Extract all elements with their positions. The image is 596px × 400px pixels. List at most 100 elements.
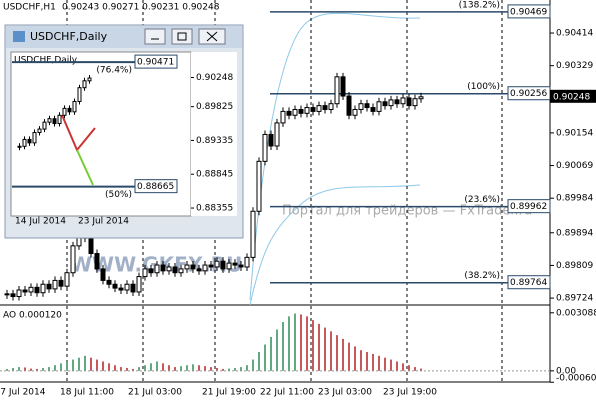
fib-label: (23.6%) (464, 195, 500, 205)
candle (178, 268, 184, 274)
candle (214, 260, 220, 268)
fib-label: (138.2%) (459, 0, 500, 10)
candle (32, 132, 37, 144)
x-tick-label: 21 Jul 19:00 (202, 388, 256, 398)
window-title: USDCHF,Daily (30, 30, 108, 43)
maximize-button[interactable] (171, 28, 193, 45)
candle (292, 108, 298, 116)
candle (57, 114, 62, 125)
candle (406, 97, 412, 107)
candle (62, 107, 67, 116)
candle (82, 80, 87, 89)
candle (334, 76, 340, 105)
x-tick-label: 21 Jul 03:00 (128, 388, 182, 398)
candle (160, 264, 166, 272)
candle (77, 87, 82, 102)
inset-x-label: 23 Jul 2014 (78, 217, 129, 227)
candle (67, 107, 72, 113)
candle (100, 268, 106, 281)
candle (37, 128, 42, 134)
candle (22, 138, 27, 147)
candle (238, 264, 244, 268)
candle (42, 121, 47, 130)
fib-label: (100%) (467, 82, 500, 92)
candle (382, 101, 388, 107)
candle (34, 286, 40, 294)
candle (310, 107, 316, 112)
y-tick-label: 0.90154 (556, 128, 593, 138)
candle (52, 279, 58, 290)
x-tick-label: 23 Jul 19:00 (383, 388, 437, 398)
candle (364, 103, 370, 109)
price-box (507, 199, 551, 214)
candle (172, 266, 178, 274)
candle (184, 264, 190, 270)
x-tick-label: 22 Jul 11:00 (260, 388, 314, 398)
candle (376, 101, 382, 112)
candle (124, 283, 130, 291)
candle (316, 105, 322, 112)
candle (262, 133, 268, 162)
candle (322, 105, 328, 110)
candle (10, 293, 16, 298)
current-price-box (550, 89, 596, 103)
candle (4, 293, 10, 296)
candle (130, 283, 136, 293)
price-box (134, 179, 178, 194)
candle (142, 268, 148, 278)
y-tick-label: 0.89809 (556, 261, 593, 271)
candle (280, 110, 286, 124)
candle (112, 283, 118, 289)
window-icon (13, 31, 25, 42)
inset-window: USDCHF,Daily USDCHF,Daily 14 Jul 2014 23… (4, 24, 244, 239)
fib-price: 0.90471 (137, 58, 174, 68)
symbol-header: USDCHF,H1 (3, 3, 56, 13)
price-box (507, 275, 551, 290)
candle (94, 253, 100, 270)
candle (274, 122, 280, 147)
candle (220, 260, 226, 270)
candle (340, 76, 346, 97)
y-tick-label: 0.89894 (556, 228, 593, 238)
y-tick-label: 0.00 (556, 366, 576, 376)
current-price: 0.90248 (553, 92, 590, 102)
candle (17, 145, 22, 148)
y-tick-label: 0.89724 (556, 294, 593, 304)
candle (352, 108, 358, 116)
candle (250, 210, 256, 258)
candle (47, 118, 52, 123)
fib-price: 0.89962 (510, 202, 547, 212)
minimize-button[interactable] (144, 28, 166, 45)
candle (244, 256, 250, 268)
candle (418, 96, 424, 100)
inset-x-label: 14 Jul 2014 (15, 217, 66, 227)
candle (52, 118, 57, 125)
fib-price: 0.90256 (510, 89, 547, 99)
fib-price: 0.89764 (510, 278, 547, 288)
x-tick-label: 23 Jul 03:00 (318, 388, 372, 398)
y-tick-label: 0.89335 (196, 136, 233, 146)
candle (328, 103, 334, 110)
candle (412, 98, 418, 107)
candle (22, 289, 28, 293)
y-tick-label: 0.003088 (556, 308, 596, 318)
y-tick-label: 0.90069 (556, 161, 593, 171)
icon (177, 32, 187, 41)
candle (154, 264, 160, 274)
price-box (134, 54, 178, 69)
candle (190, 264, 196, 270)
candle (28, 286, 34, 293)
y-tick-label: 0.89825 (196, 102, 233, 112)
candle (148, 268, 154, 274)
candle (232, 262, 238, 266)
candle (400, 97, 406, 105)
fib-price: 0.90469 (510, 7, 547, 17)
candle (370, 107, 376, 112)
candle (358, 103, 364, 110)
y-tick-label: 0.88355 (196, 204, 233, 214)
candle (136, 276, 142, 293)
ohlc-header: 0.90243 0.90271 0.90231 0.90248 (62, 3, 220, 13)
candle (202, 264, 208, 272)
candle (166, 266, 172, 272)
